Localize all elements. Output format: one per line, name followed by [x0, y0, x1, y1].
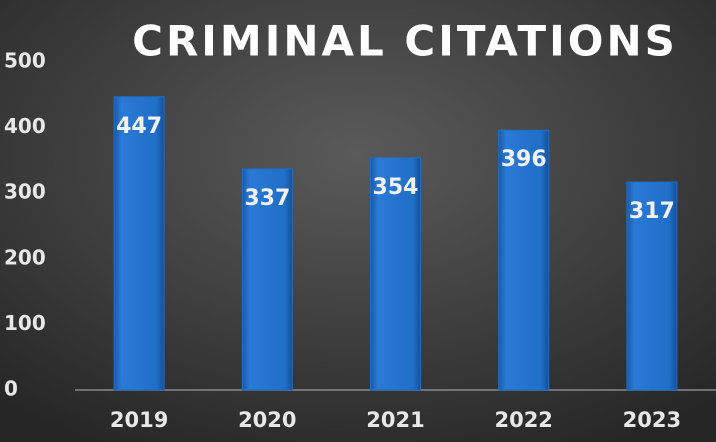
- x-tick-label: 2020: [238, 408, 296, 432]
- x-tick-label: 2022: [494, 408, 552, 432]
- value-label: 354: [373, 175, 419, 200]
- y-tick-label: 300: [4, 180, 46, 204]
- x-tick-label: 2021: [366, 408, 424, 432]
- y-tick-label: 0: [4, 377, 18, 401]
- bar: [113, 96, 165, 391]
- x-tick-label: 2019: [110, 408, 168, 432]
- chart-title: CRIMINAL CITATIONS: [132, 17, 678, 66]
- value-label: 447: [116, 114, 162, 139]
- bar: [370, 157, 421, 391]
- bar: [241, 168, 293, 391]
- bar: [626, 181, 678, 391]
- y-tick-label: 500: [4, 49, 46, 73]
- value-label: 396: [501, 147, 547, 172]
- y-tick-label: 100: [4, 311, 46, 335]
- x-tick-label: 2023: [623, 408, 681, 432]
- value-label: 337: [244, 186, 290, 211]
- bar: [498, 129, 550, 391]
- y-tick-label: 200: [4, 245, 46, 269]
- value-label: 317: [629, 199, 675, 224]
- y-tick-label: 400: [4, 114, 46, 138]
